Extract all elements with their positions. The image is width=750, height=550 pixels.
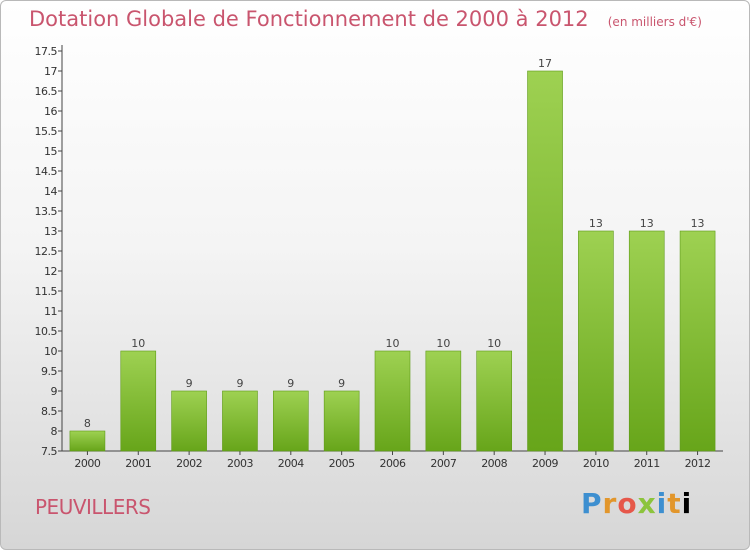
y-tick-label: 13 [44, 225, 57, 238]
y-tick-label: 12 [44, 265, 57, 278]
bar-value-label: 9 [287, 377, 294, 390]
bar-2009 [527, 70, 563, 452]
bar-2010 [578, 230, 614, 452]
bar-value-label: 17 [538, 57, 552, 70]
x-tick-label: 2004 [278, 457, 304, 470]
y-tick-label: 14 [44, 185, 57, 198]
chart-bars [69, 70, 716, 452]
x-tick-label: 2010 [583, 457, 609, 470]
bar-2007 [425, 350, 462, 452]
y-tick-label: 7.5 [41, 445, 57, 458]
bar-2008 [476, 350, 512, 452]
chart-unit: (en milliers d'€) [607, 15, 702, 29]
x-tick-label: 2008 [481, 457, 507, 470]
bar-2004 [273, 390, 309, 452]
y-tick-label: 14.5 [35, 165, 58, 178]
y-tick-label: 15.5 [35, 125, 58, 138]
y-tick-label: 15 [44, 145, 57, 158]
x-tick-label: 2002 [176, 457, 202, 470]
x-tick-label: 2003 [227, 457, 253, 470]
x-tick-label: 2006 [380, 457, 406, 470]
chart-labels: 8 2000 10 2001 9 2002 9 2003 9 2004 9 2005 10 2006 10 2… [74, 57, 711, 470]
bar-2002 [171, 390, 207, 452]
y-tick-label: 16 [44, 105, 57, 118]
x-tick-label: 2012 [685, 457, 711, 470]
y-tick-label: 17 [44, 65, 57, 78]
y-tick-label: 17.5 [35, 45, 58, 58]
x-tick-label: 2001 [125, 457, 151, 470]
bar-value-label: 13 [589, 217, 603, 230]
bar-2000 [69, 430, 106, 452]
x-tick-label: 2007 [430, 457, 456, 470]
y-tick-label: 9.5 [41, 365, 57, 378]
bar-value-label: 13 [640, 217, 654, 230]
chart-title: Dotation Globale de Fonctionnement de 20… [29, 7, 589, 31]
logo-letter: x [637, 487, 657, 520]
bar-2003 [222, 390, 258, 452]
bar-value-label: 10 [131, 337, 145, 350]
y-tick-label: 11.5 [35, 285, 58, 298]
x-tick-label: 2005 [329, 457, 355, 470]
y-tick-label: 9 [51, 385, 58, 398]
x-tick-label: 2011 [634, 457, 660, 470]
bar-2006 [374, 350, 411, 452]
y-tick-label: 8 [51, 425, 58, 438]
bar-value-label: 10 [436, 337, 450, 350]
y-tick-label: 16.5 [35, 85, 58, 98]
y-tick-label: 10 [44, 345, 57, 358]
bar-value-label: 9 [186, 377, 193, 390]
chart-axes: 7.5 8 8.5 9 9.5 10 10.5 11 11.5 12 12.5 13 13.5 14 14.… [35, 45, 723, 458]
proxiti-logo: Proxiti [581, 487, 692, 520]
bar-2011 [628, 230, 665, 452]
y-tick-label: 10.5 [35, 325, 58, 338]
bar-2012 [679, 230, 716, 452]
logo-letter: r [602, 487, 618, 520]
logo-letter: i [656, 487, 668, 520]
x-tick-label: 2009 [532, 457, 558, 470]
bar-value-label: 9 [236, 377, 243, 390]
bar-2001 [120, 350, 157, 452]
logo-letter: P [581, 487, 603, 520]
y-tick-label: 13.5 [35, 205, 58, 218]
bar-value-label: 10 [386, 337, 400, 350]
bar-value-label: 10 [487, 337, 501, 350]
title-row: Dotation Globale de Fonctionnement de 20… [29, 7, 702, 31]
y-tick-label: 8.5 [41, 405, 57, 418]
logo-letter: o [617, 487, 638, 520]
logo-letter: t [667, 487, 682, 520]
bar-value-label: 8 [84, 417, 91, 430]
y-tick-label: 11 [44, 305, 57, 318]
bar-value-label: 13 [691, 217, 705, 230]
logo-letter: i [681, 487, 693, 520]
y-tick-label: 12.5 [35, 245, 58, 258]
commune-name: PEUVILLERS [35, 495, 151, 519]
bar-value-label: 9 [338, 377, 345, 390]
bar-2005 [323, 390, 360, 452]
x-tick-label: 2000 [74, 457, 100, 470]
